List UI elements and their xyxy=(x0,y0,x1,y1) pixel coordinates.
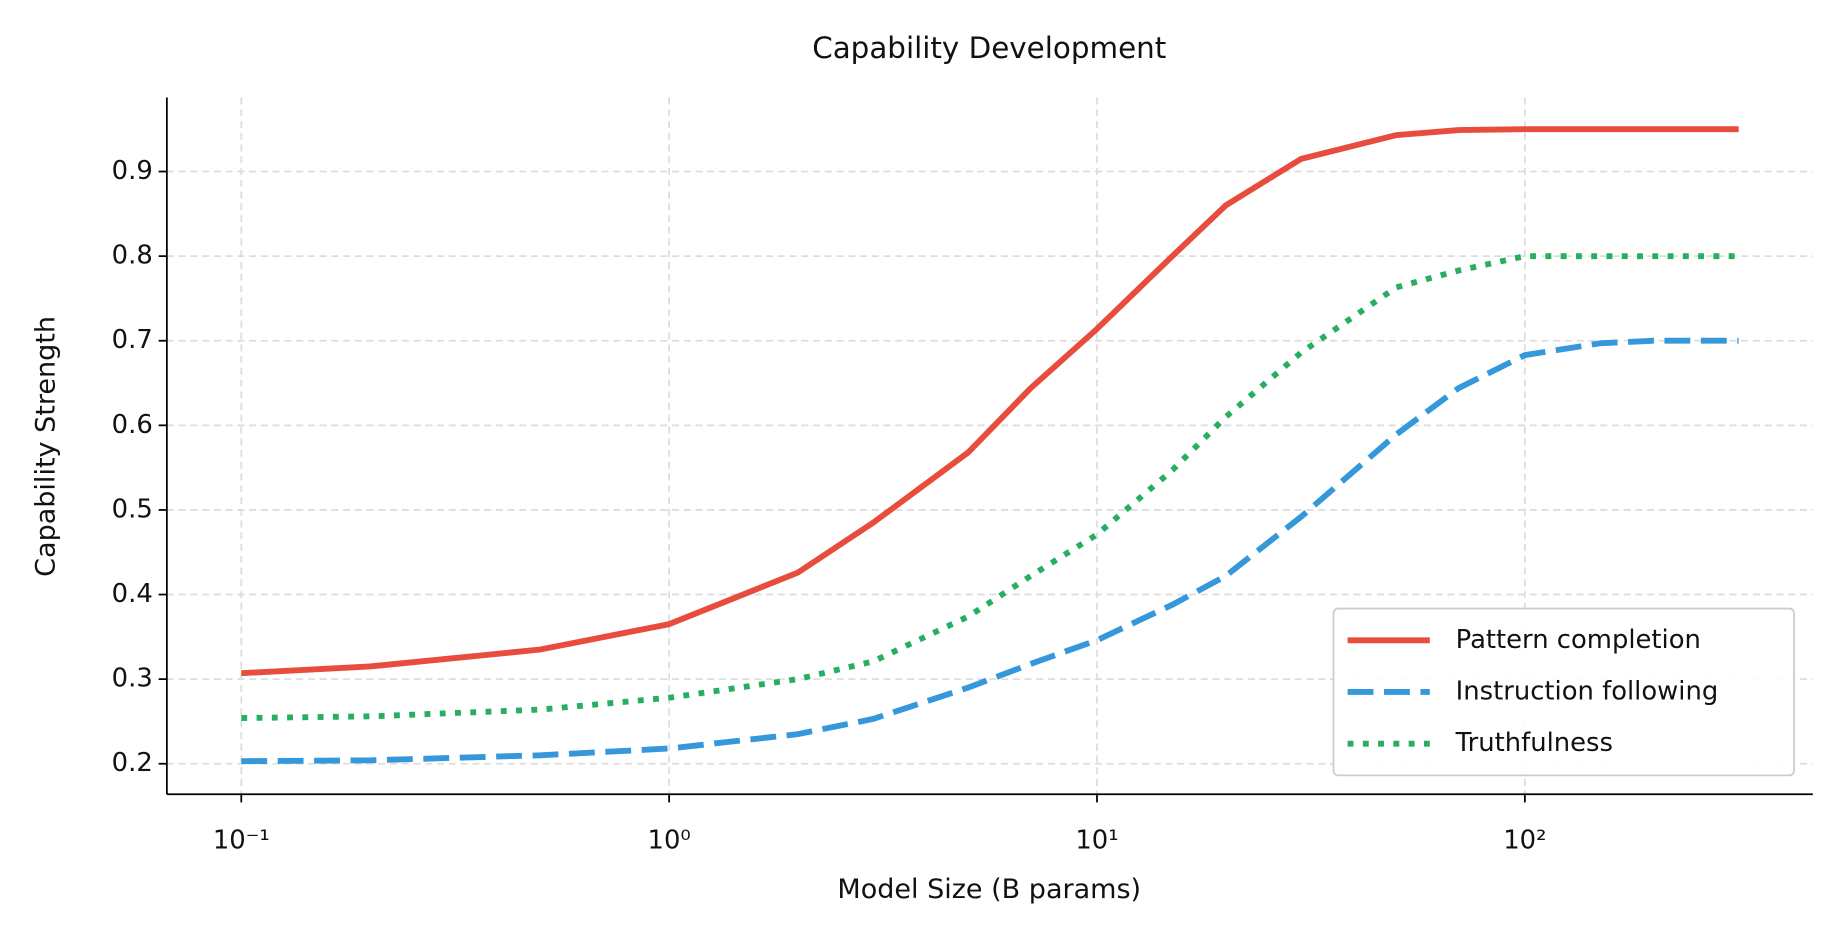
x-tick-label: 10⁰ xyxy=(648,826,691,856)
y-axis-label: Capability Strength xyxy=(31,316,62,577)
y-tick-label: 0.3 xyxy=(112,664,153,694)
legend-label: Truthfulness xyxy=(1455,728,1613,758)
x-axis-label: Model Size (B params) xyxy=(837,874,1141,905)
y-tick-label: 0.2 xyxy=(112,748,153,778)
x-tick-label: 10⁻¹ xyxy=(213,826,270,856)
y-tick-label: 0.9 xyxy=(112,156,153,186)
y-tick-label: 0.5 xyxy=(112,494,153,524)
y-tick-label: 0.4 xyxy=(112,579,153,609)
line-series xyxy=(241,337,1739,765)
y-tick-label: 0.6 xyxy=(112,410,153,440)
x-tick-label: 10¹ xyxy=(1075,826,1118,856)
legend-box xyxy=(1332,607,1795,777)
legend-label: Pattern completion xyxy=(1456,625,1701,655)
chart-title: Capability Development xyxy=(812,31,1166,65)
x-tick-label: 10² xyxy=(1503,826,1546,856)
y-tick-label: 0.7 xyxy=(112,325,153,355)
legend-label: Instruction following xyxy=(1456,676,1719,706)
y-tick-label: 0.8 xyxy=(112,241,153,271)
line-series xyxy=(241,126,1739,677)
